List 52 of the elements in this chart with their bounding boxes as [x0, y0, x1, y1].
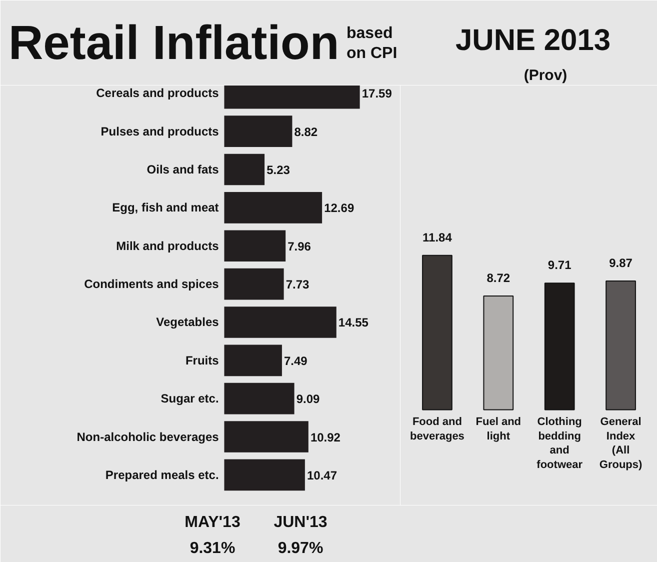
- x-tick-label: Fuel and light: [476, 416, 522, 442]
- y-tick-label: Vegetables: [156, 315, 220, 330]
- bar: [224, 344, 282, 376]
- text: 9.97%: [278, 540, 324, 557]
- bar: [224, 382, 294, 414]
- y-tick-label: Fruits: [185, 353, 220, 368]
- data-label: 8.82: [294, 124, 318, 139]
- bar: [224, 154, 265, 186]
- x-tick-label: Clothing bedding and footwear: [536, 416, 584, 472]
- data-label: 10.47: [306, 468, 338, 482]
- bar: [224, 421, 308, 452]
- data-label: 9.09: [296, 392, 320, 406]
- data-label: 11.84: [422, 230, 452, 244]
- data-label: 12.69: [324, 201, 354, 216]
- text: JUNE 2013: [456, 24, 611, 57]
- bar: [606, 280, 636, 410]
- y-tick-label: Egg, fish and meat: [112, 200, 219, 215]
- data-label: 8.72: [486, 271, 510, 286]
- data-label: 9.87: [609, 256, 633, 270]
- data-label: 10.92: [310, 430, 341, 444]
- x-tick-label: Food and beverages: [410, 416, 464, 442]
- data-label: 9.71: [548, 258, 572, 272]
- data-label: 14.55: [338, 316, 369, 330]
- y-tick-label: Prepared meals etc.: [105, 468, 219, 482]
- data-label: 7.96: [288, 239, 312, 254]
- y-tick-label: Milk and products: [116, 238, 220, 253]
- y-tick-label: Cereals and products: [96, 86, 220, 100]
- data-label: 7.73: [286, 278, 310, 292]
- bar: [224, 268, 284, 300]
- bar: [224, 230, 286, 262]
- data-label: 17.59: [362, 86, 392, 101]
- chart-title: Retail Inflation: [8, 17, 340, 70]
- text: (Prov): [524, 67, 568, 84]
- bar: [224, 116, 292, 147]
- bar: [224, 192, 322, 224]
- bar: [422, 254, 452, 410]
- text: 9.31%: [190, 540, 236, 557]
- x-tick-label: General Index (All Groups): [599, 416, 643, 472]
- data-label: 5.23: [266, 163, 290, 177]
- data-label: 7.49: [284, 354, 308, 368]
- bar: [544, 282, 575, 410]
- y-tick-label: Sugar etc.: [160, 392, 219, 406]
- y-tick-label: Non-alcoholic beverages: [76, 430, 220, 444]
- y-tick-label: Condiments and spices: [84, 277, 220, 292]
- text: MAY'13: [184, 514, 240, 531]
- y-tick-label: Pulses and products: [100, 124, 220, 138]
- y-tick-label: Oils and fats: [146, 162, 220, 176]
- text: JUN'13: [274, 514, 328, 531]
- bar: [483, 296, 514, 410]
- bar: [224, 306, 336, 338]
- chart-subtitle: based on CPI: [346, 24, 398, 62]
- bar: [224, 459, 305, 491]
